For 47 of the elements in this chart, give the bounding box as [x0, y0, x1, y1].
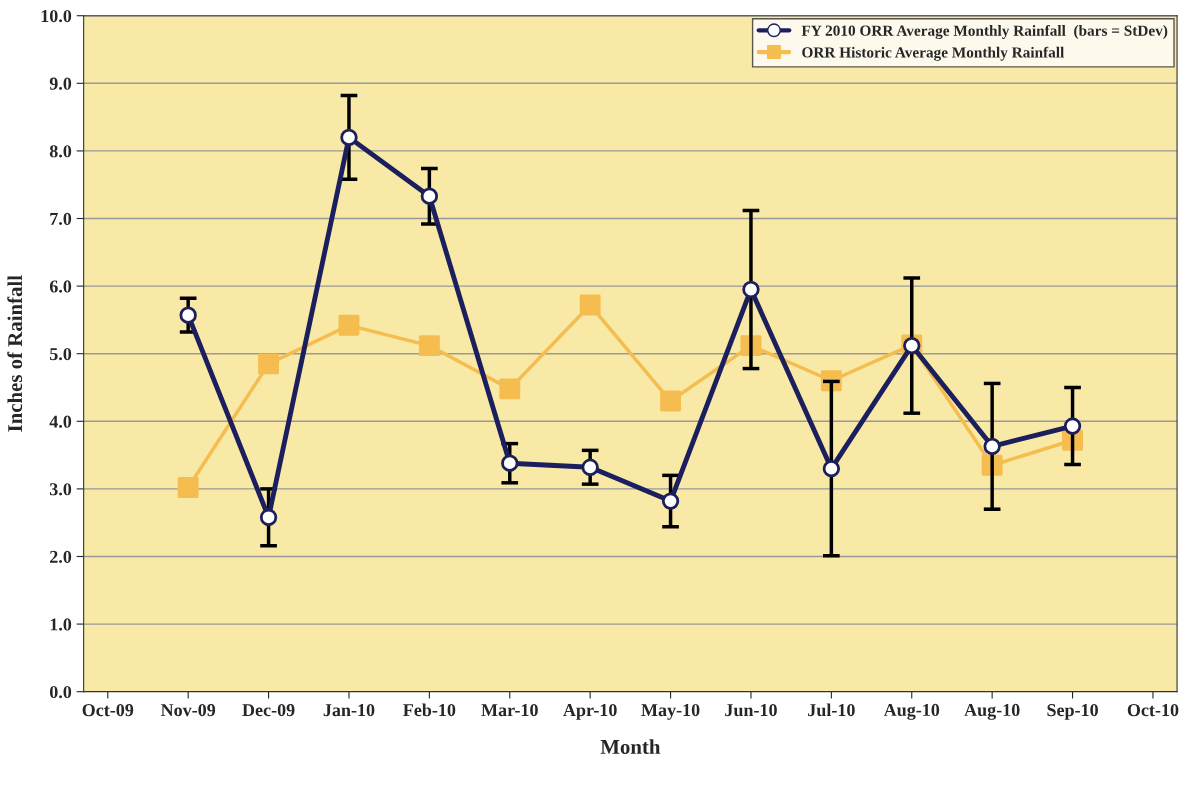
point: [660, 390, 682, 412]
x-tick-label: Feb-10: [403, 703, 456, 717]
y-tick-label: 1.0: [50, 618, 72, 631]
y-tick-label: 0.0: [49, 685, 72, 699]
x-tick-label: Dec-09: [242, 704, 295, 717]
y-tick-label: 8.0: [49, 145, 72, 158]
x-tick-label: Mar-10: [481, 704, 538, 717]
point: [742, 280, 760, 299]
point: [177, 477, 199, 498]
point: [499, 378, 521, 400]
y-tick-label: 4.0: [49, 415, 72, 428]
point: [179, 306, 197, 324]
y-tick-label: 10.0: [41, 9, 72, 23]
x-tick-label: Aug-10: [883, 703, 940, 720]
x-tick-label: Nov-09: [160, 704, 216, 717]
point: [338, 314, 360, 336]
x-tick-label: Jan-10: [323, 704, 375, 717]
x-tick-label: Jun-10: [725, 704, 777, 717]
x-tick-label: Sep-10: [1047, 704, 1098, 720]
x-tick-label: Oct-09: [82, 704, 134, 717]
y-tick-label: 2.0: [50, 550, 72, 564]
point: [1063, 417, 1082, 435]
x-tick-label: Apr-10: [563, 704, 617, 720]
point: [822, 459, 841, 478]
point: [501, 454, 519, 472]
point: [340, 128, 358, 147]
x-tick-label: Oct-10: [1127, 704, 1179, 717]
point: [418, 335, 440, 357]
legend-label: FY 2010 ORR Average Monthly Rainfall (bars = StDev): [801, 24, 1168, 40]
y-tick-label: 3.0: [49, 483, 72, 496]
point: [420, 187, 439, 205]
point: [661, 492, 680, 510]
legend-label: ORR Historic Average Monthly Rainfall: [802, 46, 1065, 61]
point: [983, 437, 1001, 455]
y-tick-label: 6.0: [49, 280, 72, 293]
x-axis-title: Month: [600, 739, 661, 754]
y-tick-label: 5.0: [50, 347, 72, 361]
y-tick-label: 7.0: [50, 212, 72, 226]
y-axis-title: Inches of Rainfall: [7, 275, 23, 432]
point: [579, 294, 601, 316]
y-tick-label: 9.0: [49, 77, 72, 90]
point: [259, 508, 278, 526]
x-tick-label: Aug-10: [964, 703, 1020, 720]
point: [581, 458, 599, 476]
x-tick-label: Jul-10: [808, 703, 855, 717]
point: [258, 353, 280, 375]
x-tick-label: May-10: [641, 703, 700, 720]
